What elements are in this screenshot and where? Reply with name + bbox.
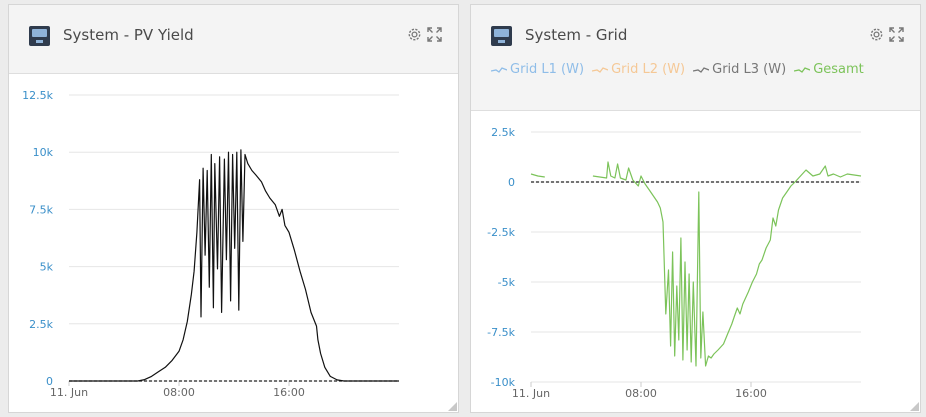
panel-header: System - Grid Grid L1 (W) Grid L2 (W) Grid… xyxy=(471,5,920,111)
y-tick-label: 12.5k xyxy=(22,89,53,102)
legend-label: Grid L1 (W) xyxy=(510,62,585,77)
legend-line-icon xyxy=(490,66,508,73)
legend-item[interactable]: Grid L1 (W) xyxy=(490,57,585,82)
resize-handle-icon[interactable] xyxy=(448,402,457,411)
y-tick-label: 5k xyxy=(40,261,54,274)
legend-label: Gesamt xyxy=(813,62,864,77)
panel-header: System - PV Yield xyxy=(9,5,458,74)
resize-handle-icon[interactable] xyxy=(910,402,919,411)
y-tick-label: 7.5k xyxy=(29,203,53,216)
x-tick-label: 08:00 xyxy=(625,387,657,400)
y-tick-label: -2.5k xyxy=(487,226,515,239)
expand-icon[interactable] xyxy=(426,26,443,43)
legend-item[interactable]: Grid L2 (W) xyxy=(591,57,686,82)
grid-panel: System - Grid Grid L1 (W) Grid L2 (W) Grid… xyxy=(470,4,921,413)
pv-yield-chart: 0 2.5k 5k 7.5k 10k 12.5k 11. Jun 08:00 16:00 xyxy=(22,89,399,399)
y-tick-label: 10k xyxy=(33,146,54,159)
x-tick-label: 11. Jun xyxy=(512,387,550,400)
y-tick-label: 2.5k xyxy=(29,318,53,331)
y-tick-label: -10k xyxy=(491,376,516,389)
panel-title: System - PV Yield xyxy=(63,26,194,44)
legend-line-icon xyxy=(794,66,811,73)
panel-title: System - Grid xyxy=(525,26,628,44)
y-tick-label: -7.5k xyxy=(487,326,515,339)
y-tick-label: 2.5k xyxy=(491,126,515,139)
gear-icon[interactable] xyxy=(868,26,885,43)
x-tick-label: 16:00 xyxy=(273,386,305,399)
series-line xyxy=(69,149,399,382)
y-tick-label: -5k xyxy=(498,276,516,289)
legend-line-icon xyxy=(692,66,710,73)
gear-icon[interactable] xyxy=(406,26,423,43)
pv-yield-panel: System - PV Yield 0 2.5k 5k 7.5k 10k 12.5k 11.… xyxy=(8,4,459,413)
series-line xyxy=(592,161,862,367)
panel-tools xyxy=(868,26,906,44)
legend-label: Grid L2 (W) xyxy=(611,62,686,77)
legend-item[interactable]: Gesamt xyxy=(794,57,864,82)
device-monitor-icon xyxy=(29,26,50,46)
x-tick-label: 16:00 xyxy=(735,387,767,400)
x-tick-label: 08:00 xyxy=(163,386,195,399)
legend-line-icon xyxy=(591,66,609,73)
y-tick-label: 0 xyxy=(46,375,53,388)
legend-item[interactable]: Grid L3 (W) xyxy=(692,57,787,82)
series-line xyxy=(530,173,545,178)
expand-icon[interactable] xyxy=(888,26,905,43)
chart-legend: Grid L1 (W) Grid L2 (W) Grid L3 (W) Gesamt xyxy=(490,57,911,82)
device-monitor-icon xyxy=(491,26,512,46)
x-tick-label: 11. Jun xyxy=(50,386,88,399)
y-tick-label: 0 xyxy=(508,176,515,189)
panel-tools xyxy=(406,26,444,44)
legend-label: Grid L3 (W) xyxy=(712,62,787,77)
